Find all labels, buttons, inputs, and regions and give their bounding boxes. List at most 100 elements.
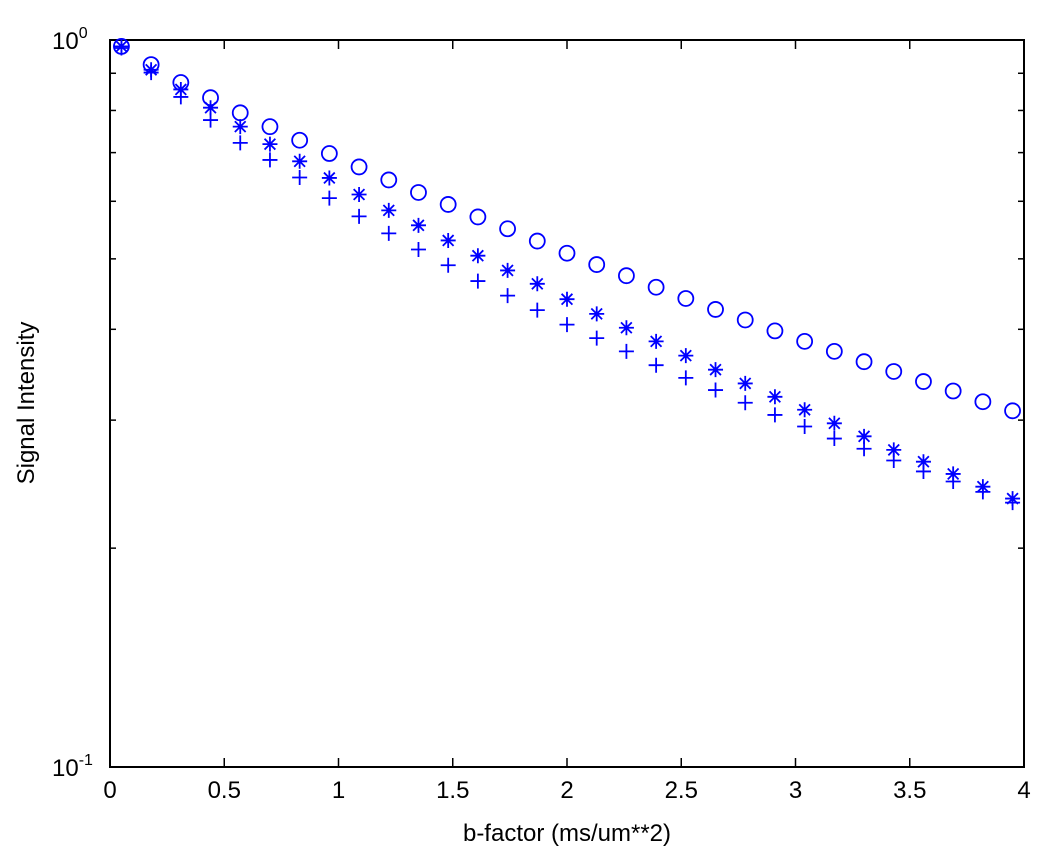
x-tick-label-0: 0 — [103, 777, 116, 804]
marker-circle-20 — [707, 301, 724, 318]
marker-asterisk-20 — [708, 362, 724, 378]
marker-plus-29 — [975, 484, 991, 500]
x-tick-label-4: 2 — [560, 777, 573, 804]
marker-plus-20 — [708, 382, 724, 398]
plot-area — [109, 39, 1025, 768]
marker-asterisk-19 — [678, 348, 694, 364]
marker-asterisk-22 — [767, 389, 783, 405]
marker-plus-7 — [321, 190, 337, 206]
x-tick-label-2: 1 — [332, 777, 345, 804]
x-tick-label-6: 3 — [789, 777, 802, 804]
marker-asterisk-24 — [826, 415, 842, 431]
y-tick-labels: 100 10-1 — [52, 25, 93, 782]
marker-plus-10 — [410, 242, 426, 258]
marker-plus-6 — [292, 169, 308, 185]
marker-asterisk-25 — [856, 428, 872, 444]
marker-plus-11 — [440, 257, 456, 273]
marker-asterisk-16 — [589, 306, 605, 322]
marker-circle-25 — [855, 353, 873, 371]
marker-circle-6 — [291, 131, 309, 149]
marker-circle-24 — [825, 342, 843, 360]
marker-plus-17 — [618, 343, 634, 359]
marker-circle-29 — [974, 393, 992, 411]
marker-plus-4 — [232, 135, 248, 151]
marker-asterisk-8 — [351, 187, 367, 203]
marker-plus-9 — [381, 225, 397, 241]
marker-circle-9 — [380, 171, 398, 189]
marker-circle-4 — [231, 104, 249, 122]
marker-asterisk-3 — [203, 100, 219, 116]
x-tick-label-7: 3.5 — [893, 777, 926, 804]
x-tick-label-8: 4 — [1017, 777, 1030, 804]
marker-plus-30 — [1005, 495, 1021, 511]
marker-asterisk-21 — [737, 375, 753, 391]
marker-plus-14 — [529, 302, 545, 318]
y-axis-title: Signal Intensity — [13, 322, 40, 485]
marker-plus-5 — [262, 152, 278, 168]
marker-circle-17 — [618, 267, 635, 285]
marker-circle-12 — [469, 208, 487, 226]
marker-circle-8 — [350, 158, 368, 176]
marker-asterisk-10 — [410, 217, 426, 233]
data-markers — [113, 37, 1021, 511]
marker-circle-22 — [766, 322, 784, 340]
marker-asterisk-14 — [529, 276, 545, 292]
marker-plus-18 — [648, 357, 664, 373]
marker-circle-10 — [410, 184, 427, 201]
marker-plus-12 — [470, 273, 486, 289]
marker-plus-21 — [737, 395, 753, 411]
marker-circle-21 — [736, 311, 754, 329]
marker-plus-8 — [351, 208, 367, 224]
marker-plus-15 — [559, 317, 575, 333]
marker-plus-22 — [767, 407, 783, 423]
x-tick-labels: 0 0.5 1 1.5 2 2.5 3 3.5 4 — [103, 777, 1030, 804]
marker-plus-19 — [678, 370, 694, 386]
marker-circle-30 — [1004, 402, 1021, 420]
marker-asterisk-9 — [381, 202, 397, 218]
axis-ticks — [109, 40, 1025, 767]
marker-asterisk-6 — [292, 153, 308, 169]
x-tick-label-3: 1.5 — [436, 777, 469, 804]
marker-plus-16 — [589, 330, 605, 346]
marker-asterisk-27 — [915, 454, 931, 470]
x-tick-label-1: 0.5 — [208, 777, 241, 804]
marker-circle-14 — [528, 232, 546, 250]
marker-plus-23 — [797, 419, 813, 435]
marker-plus-24 — [826, 431, 842, 447]
marker-circle-16 — [588, 256, 606, 273]
marker-asterisk-13 — [500, 262, 516, 278]
marker-asterisk-28 — [945, 466, 961, 482]
marker-asterisk-7 — [321, 170, 337, 186]
marker-circle-15 — [558, 244, 576, 262]
marker-circle-13 — [499, 220, 516, 238]
marker-circle-27 — [915, 373, 932, 390]
marker-plus-2 — [173, 89, 189, 105]
marker-asterisk-15 — [559, 291, 575, 307]
marker-asterisk-17 — [618, 320, 634, 336]
marker-plus-1 — [143, 65, 159, 81]
marker-asterisk-12 — [470, 248, 486, 264]
marker-circle-7 — [320, 145, 338, 162]
marker-circle-28 — [944, 382, 962, 400]
marker-asterisk-4 — [232, 119, 248, 135]
marker-circle-23 — [796, 332, 814, 350]
marker-circle-5 — [261, 118, 279, 136]
marker-plus-0 — [113, 40, 129, 56]
marker-plus-26 — [886, 452, 902, 468]
y-tick-label-0: 100 — [52, 25, 88, 55]
x-axis-title: b-factor (ms/um**2) — [463, 820, 671, 847]
marker-asterisk-5 — [262, 136, 278, 152]
marker-circle-26 — [885, 363, 903, 380]
marker-plus-13 — [500, 288, 516, 304]
marker-circle-11 — [439, 196, 457, 213]
marker-asterisk-26 — [886, 442, 902, 458]
marker-asterisk-23 — [797, 402, 813, 418]
marker-circle-18 — [647, 278, 665, 296]
marker-plus-27 — [915, 463, 931, 479]
marker-plus-28 — [945, 474, 961, 490]
marker-plus-25 — [856, 441, 872, 457]
marker-asterisk-18 — [648, 333, 664, 349]
marker-plus-3 — [203, 112, 219, 128]
x-tick-label-5: 2.5 — [665, 777, 698, 804]
